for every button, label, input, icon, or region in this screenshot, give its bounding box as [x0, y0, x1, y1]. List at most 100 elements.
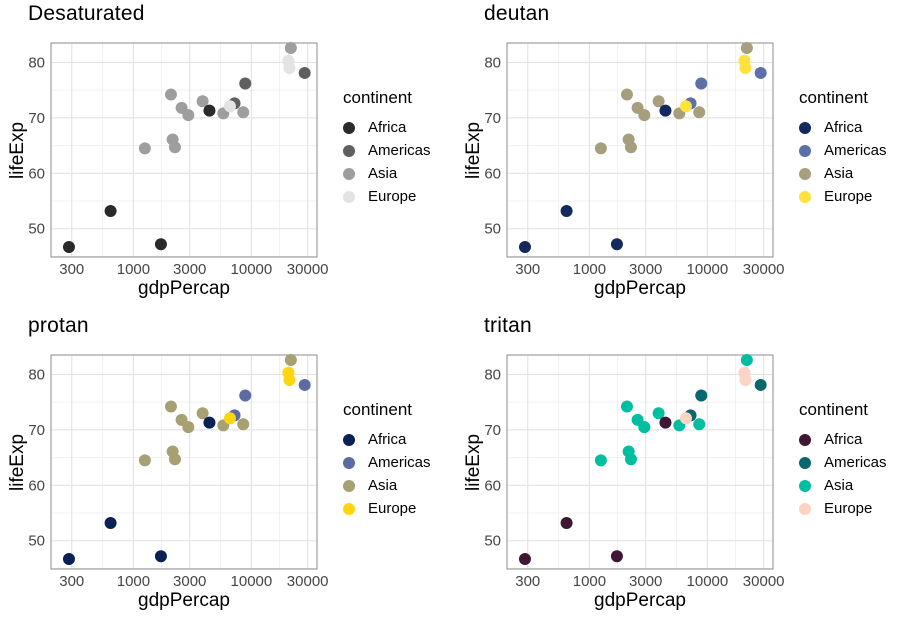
legend-label-asia: Asia: [368, 165, 398, 182]
legend-label-europe: Europe: [824, 188, 873, 205]
legend-item-europe: Europe: [799, 185, 887, 208]
legend: continent Africa Americas Asia Europe: [799, 400, 887, 520]
legend-swatch-africa: [799, 433, 811, 446]
y-axis-title: lifeExp: [7, 121, 28, 179]
legend-item-africa: Africa: [343, 116, 431, 139]
y-axis-title: lifeExp: [7, 433, 28, 491]
scatter-plot: 300 1000 3000 10000 30000 50 60 70 80: [484, 41, 785, 278]
legend-swatch-europe: [343, 502, 355, 515]
legend-title: continent: [799, 88, 868, 107]
y-axis-title: lifeExp: [463, 121, 484, 179]
legend-item-africa: Africa: [343, 428, 431, 451]
legend-item-europe: Europe: [343, 185, 431, 208]
svg-text:10000: 10000: [231, 261, 273, 278]
legend-swatch-europe: [799, 190, 811, 203]
scatter-plot: 300 1000 3000 10000 30000 50 60 70 80: [28, 41, 329, 278]
svg-text:70: 70: [28, 422, 45, 439]
legend-swatch-europe: [343, 190, 355, 203]
legend-label-americas: Americas: [368, 142, 431, 159]
x-axis-title: gdpPercap: [594, 278, 686, 299]
svg-text:3000: 3000: [173, 261, 206, 278]
legend-item-americas: Americas: [343, 139, 431, 162]
legend-item-asia: Asia: [799, 474, 887, 497]
panel-tritan: tritan 300 1000 3000 10000 30000 50 60 70 80 lif…: [456, 312, 912, 624]
svg-text:300: 300: [515, 261, 540, 278]
legend-title: continent: [343, 88, 412, 107]
legend-label-americas: Americas: [368, 454, 431, 471]
svg-text:10000: 10000: [231, 573, 273, 590]
y-axis-title: lifeExp: [463, 433, 484, 491]
legend-label-asia: Asia: [824, 477, 854, 494]
svg-text:3000: 3000: [629, 261, 662, 278]
legend-label-europe: Europe: [368, 188, 417, 205]
svg-text:80: 80: [484, 54, 501, 71]
svg-text:30000: 30000: [743, 573, 785, 590]
legend-title: continent: [799, 400, 868, 419]
svg-text:50: 50: [28, 221, 45, 238]
panel-desaturated: Desaturated 300 1000 3000 10000 30000 50 60 70 8…: [0, 0, 456, 312]
svg-text:60: 60: [28, 165, 45, 182]
svg-text:300: 300: [59, 573, 84, 590]
svg-text:10000: 10000: [687, 261, 729, 278]
legend-item-americas: Americas: [343, 451, 431, 474]
panel-title: deutan: [484, 2, 550, 25]
legend-swatch-asia: [343, 167, 355, 180]
panel-title: Desaturated: [28, 2, 145, 25]
legend-label-africa: Africa: [824, 119, 863, 136]
x-axis-title: gdpPercap: [138, 590, 230, 611]
svg-text:60: 60: [484, 165, 501, 182]
legend-swatch-europe: [799, 502, 811, 515]
legend-item-europe: Europe: [799, 497, 887, 520]
svg-text:3000: 3000: [173, 573, 206, 590]
scatter-plot: 300 1000 3000 10000 30000 50 60 70 80: [484, 353, 785, 590]
legend: continent Africa Americas Asia Europe: [799, 88, 887, 208]
svg-text:60: 60: [484, 477, 501, 494]
svg-text:1000: 1000: [573, 261, 606, 278]
legend-label-europe: Europe: [368, 500, 417, 517]
svg-text:80: 80: [28, 54, 45, 71]
svg-text:70: 70: [484, 422, 501, 439]
panel-title: protan: [28, 314, 89, 337]
panel-deutan: deutan 300 1000 3000 10000 30000 50 60 70 80 lif…: [456, 0, 912, 312]
legend-label-asia: Asia: [824, 165, 854, 182]
legend-swatch-americas: [343, 456, 355, 469]
svg-text:3000: 3000: [629, 573, 662, 590]
svg-text:50: 50: [484, 221, 501, 238]
svg-text:70: 70: [28, 110, 45, 127]
legend-item-asia: Asia: [799, 162, 887, 185]
svg-text:300: 300: [515, 573, 540, 590]
legend: continent Africa Americas Asia Europe: [343, 88, 431, 208]
legend: continent Africa Americas Asia Europe: [343, 400, 431, 520]
svg-text:30000: 30000: [287, 573, 329, 590]
legend-label-americas: Americas: [824, 454, 887, 471]
svg-text:70: 70: [484, 110, 501, 127]
legend-title: continent: [343, 400, 412, 419]
svg-text:60: 60: [28, 477, 45, 494]
svg-text:80: 80: [484, 366, 501, 383]
legend-label-americas: Americas: [824, 142, 887, 159]
legend-label-africa: Africa: [368, 431, 407, 448]
legend-swatch-asia: [799, 167, 811, 180]
svg-text:80: 80: [28, 366, 45, 383]
legend-item-asia: Asia: [343, 474, 431, 497]
legend-swatch-americas: [343, 144, 355, 157]
panel-protan: protan 300 1000 3000 10000 30000 50 60 70 80 lif…: [0, 312, 456, 624]
legend-swatch-americas: [799, 456, 811, 469]
x-axis-title: gdpPercap: [138, 278, 230, 299]
legend-label-asia: Asia: [368, 477, 398, 494]
legend-item-africa: Africa: [799, 428, 887, 451]
svg-text:300: 300: [59, 261, 84, 278]
legend-swatch-americas: [799, 144, 811, 157]
legend-swatch-asia: [343, 479, 355, 492]
svg-text:50: 50: [28, 533, 45, 550]
legend-swatch-africa: [799, 121, 811, 134]
legend-item-americas: Americas: [799, 139, 887, 162]
svg-text:1000: 1000: [117, 261, 150, 278]
panel-title: tritan: [484, 314, 532, 337]
legend-item-europe: Europe: [343, 497, 431, 520]
x-axis-title: gdpPercap: [594, 590, 686, 611]
legend-label-europe: Europe: [824, 500, 873, 517]
svg-text:30000: 30000: [287, 261, 329, 278]
legend-item-americas: Americas: [799, 451, 887, 474]
